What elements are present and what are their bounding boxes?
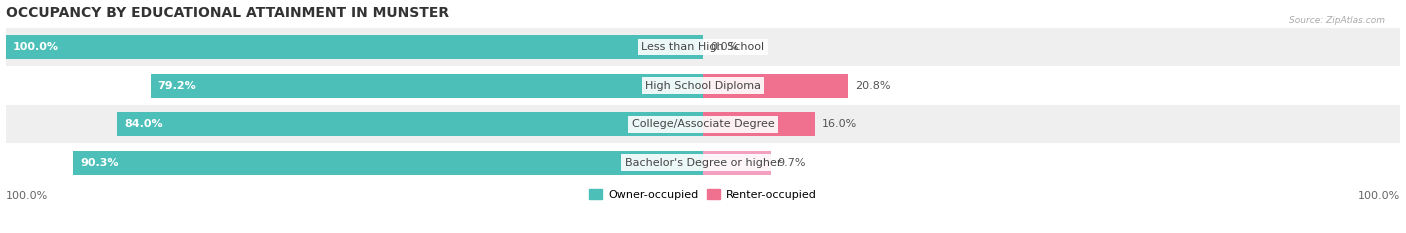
- Text: 100.0%: 100.0%: [6, 191, 48, 201]
- Text: 79.2%: 79.2%: [157, 81, 197, 91]
- Bar: [150, 74, 703, 98]
- Text: 90.3%: 90.3%: [80, 158, 118, 168]
- Bar: [703, 112, 814, 136]
- Text: Source: ZipAtlas.com: Source: ZipAtlas.com: [1289, 16, 1385, 25]
- Text: 100.0%: 100.0%: [13, 42, 59, 52]
- Text: High School Diploma: High School Diploma: [645, 81, 761, 91]
- Bar: [6, 105, 1400, 144]
- Bar: [703, 151, 770, 175]
- Bar: [6, 28, 1400, 66]
- Bar: [117, 112, 703, 136]
- Text: OCCUPANCY BY EDUCATIONAL ATTAINMENT IN MUNSTER: OCCUPANCY BY EDUCATIONAL ATTAINMENT IN M…: [6, 6, 449, 20]
- Bar: [73, 151, 703, 175]
- Bar: [703, 74, 848, 98]
- Legend: Owner-occupied, Renter-occupied: Owner-occupied, Renter-occupied: [585, 185, 821, 204]
- Text: 0.0%: 0.0%: [710, 42, 738, 52]
- Text: 16.0%: 16.0%: [821, 119, 856, 129]
- Text: 84.0%: 84.0%: [124, 119, 163, 129]
- Text: 9.7%: 9.7%: [778, 158, 806, 168]
- Text: Less than High School: Less than High School: [641, 42, 765, 52]
- Text: 100.0%: 100.0%: [1358, 191, 1400, 201]
- Text: Bachelor's Degree or higher: Bachelor's Degree or higher: [624, 158, 782, 168]
- Text: College/Associate Degree: College/Associate Degree: [631, 119, 775, 129]
- Bar: [6, 144, 1400, 182]
- Bar: [6, 66, 1400, 105]
- Text: 20.8%: 20.8%: [855, 81, 890, 91]
- Bar: [6, 35, 703, 59]
